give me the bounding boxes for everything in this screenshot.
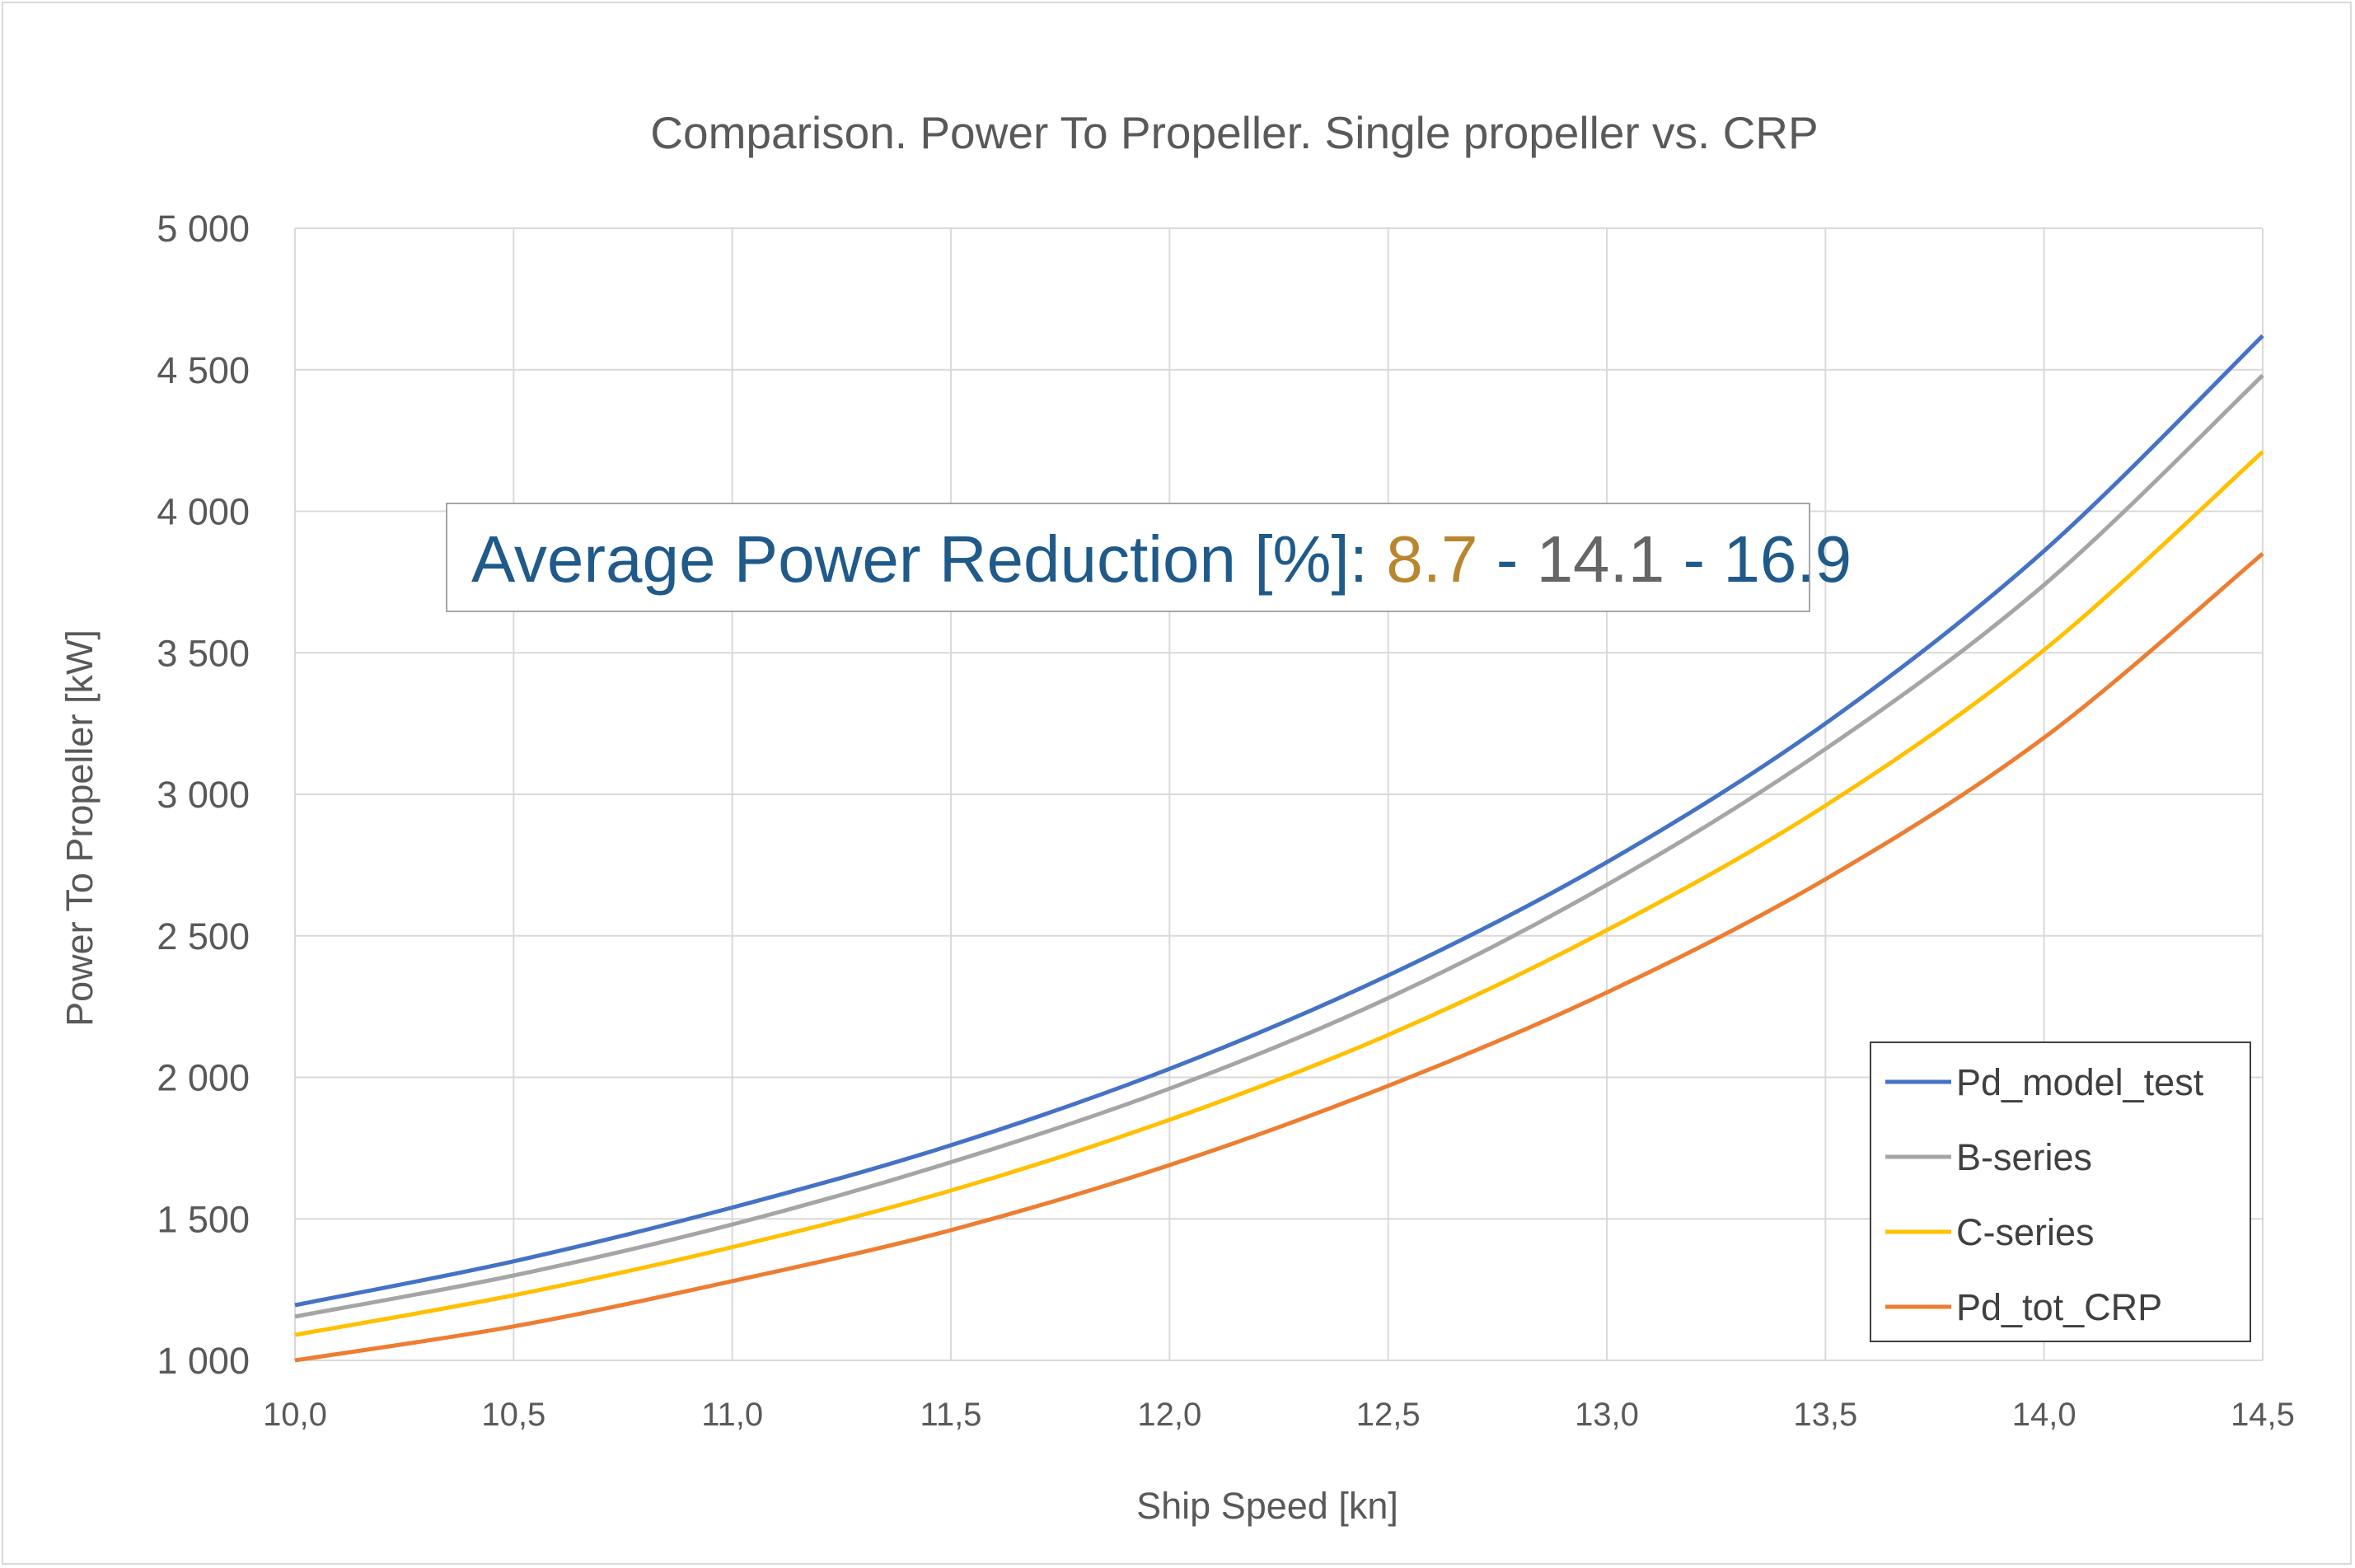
annotation-separator: - bbox=[1477, 522, 1536, 596]
x-tick-label: 12,0 bbox=[1137, 1397, 1201, 1433]
series-lines bbox=[294, 334, 2264, 1363]
annotation-frame bbox=[446, 503, 1810, 612]
y-tick-label: 1 500 bbox=[157, 1198, 250, 1240]
x-tick-label: 13,0 bbox=[1575, 1397, 1639, 1433]
annotation-value-b-series: 14.1 bbox=[1537, 522, 1665, 596]
legend-label-b-series: B-series bbox=[1956, 1136, 2092, 1178]
y-tick-label: 2 000 bbox=[157, 1057, 250, 1099]
y-tick-labels: 1 000 1 500 2 000 2 500 3 000 3 500 4 000 4 500… bbox=[157, 208, 250, 1382]
annotation-value-model-test: 16.9 bbox=[1723, 522, 1852, 596]
y-tick-label: 5 000 bbox=[157, 208, 250, 250]
annotation-separator: - bbox=[1664, 522, 1723, 596]
x-tick-label: 11,0 bbox=[701, 1397, 763, 1433]
y-tick-label: 1 000 bbox=[157, 1340, 250, 1382]
annotation-value-c-series: 8.7 bbox=[1386, 522, 1477, 596]
grid bbox=[294, 227, 2264, 1361]
legend-frame bbox=[1870, 1041, 2251, 1342]
series-line-pd-tot-crp bbox=[294, 552, 2264, 1363]
legend: Pd_model_test B-series C-series Pd_tot_CRP bbox=[1870, 1041, 2251, 1342]
annotation-text: Average Power Reduction [%]: 8.7 - 14.1 … bbox=[471, 522, 1852, 596]
legend-label-pd-tot-crp: Pd_tot_CRP bbox=[1956, 1286, 2162, 1328]
x-tick-labels: 10,0 10,5 11,0 11,5 12,0 12,5 13,0 13,5 14,0 14,5 bbox=[263, 1397, 2295, 1433]
x-tick-label: 10,0 bbox=[263, 1397, 327, 1433]
series-line-c-series bbox=[294, 450, 2264, 1337]
x-tick-label: 10,5 bbox=[481, 1397, 545, 1433]
series-line-b-series bbox=[294, 373, 2264, 1319]
y-tick-label: 2 500 bbox=[157, 915, 250, 957]
x-tick-label: 14,0 bbox=[2012, 1397, 2076, 1433]
legend-label-c-series: C-series bbox=[1956, 1211, 2095, 1253]
x-tick-label: 11,5 bbox=[920, 1397, 982, 1433]
x-tick-label: 12,5 bbox=[1356, 1397, 1421, 1433]
x-tick-label: 14,5 bbox=[2231, 1397, 2295, 1433]
series-line-pd-model-test bbox=[294, 334, 2264, 1308]
y-tick-label: 3 000 bbox=[157, 774, 250, 816]
x-axis-title: Ship Speed [kn] bbox=[1136, 1485, 1398, 1527]
y-tick-label: 4 000 bbox=[157, 491, 250, 533]
y-tick-label: 3 500 bbox=[157, 632, 250, 674]
y-tick-label: 4 500 bbox=[157, 349, 250, 391]
y-axis-title: Power To Propeller [kW] bbox=[59, 630, 101, 1027]
x-tick-label: 13,5 bbox=[1793, 1397, 1857, 1433]
chart-title: Comparison. Power To Propeller. Single p… bbox=[650, 107, 1818, 158]
annotation-box: Average Power Reduction [%]: 8.7 - 14.1 … bbox=[446, 503, 1852, 612]
annotation-label: Average Power Reduction [%]: bbox=[471, 522, 1368, 596]
legend-label-pd-model-test: Pd_model_test bbox=[1956, 1061, 2204, 1103]
